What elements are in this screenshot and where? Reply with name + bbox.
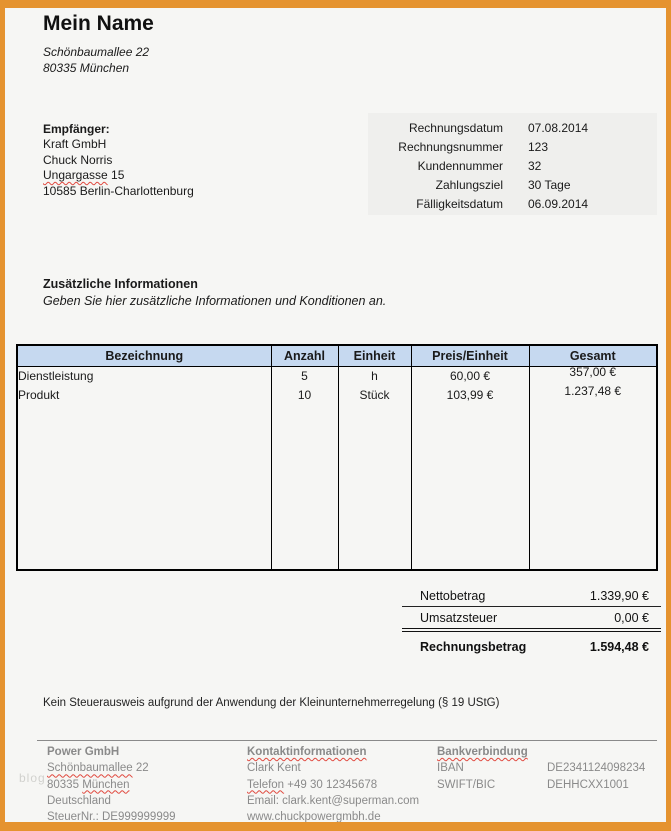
vat-label: Umsatzsteuer [420,610,498,625]
grand-total-value: 1.594,48 € [589,639,649,654]
sender-name: Mein Name [43,12,154,35]
recipient-city: 10585 Berlin-Charlottenburg [43,183,194,198]
net-value: 1.339,90 € [589,588,649,603]
col-header-anzahl: Anzahl [270,344,339,367]
col-header-einheit: Einheit [337,344,412,367]
footer-city-word: München [82,778,130,791]
recipient-block: Empfänger: Kraft GmbH Chuck Norris Ungar… [43,122,194,199]
recipient-company: Kraft GmbH [43,137,107,152]
bic-value: DEHHCXX1001 [547,778,629,791]
footer-contact-heading: Kontaktinformationen [247,746,367,758]
recipient-street-word: Ungargasse [43,168,108,183]
iban-value: DE2341124098234 [547,762,646,775]
footer-bank-column: Bankverbindung IBAN DE2341124098234 SWIF… [437,744,645,793]
recipient-label: Empfänger: [43,122,110,136]
meta-value: 32 [528,159,542,173]
footer-company-street: Schönbaumallee 22 [47,760,176,776]
footer-contact-website: www.chuckpowergmbh.de [247,811,381,824]
meta-row-date: Rechnungsdatum 07.08.2014 [368,119,657,138]
col-header-bezeichnung: Bezeichnung [16,344,272,367]
table-header-row: Bezeichnung Anzahl Einheit Preis/Einheit… [16,344,658,367]
footer-company-taxid: SteuerNr.: DE999999999 [47,809,176,824]
bic-label: SWIFT/BIC [437,778,496,791]
cell-unit-price: 103,99 € [446,388,494,402]
meta-value: 07.08.2014 [528,121,589,135]
footer-phone-word: Telefon [247,778,285,791]
footer-contact-person: Clark Kent [247,762,301,775]
meta-row-terms: Zahlungsziel 30 Tage [368,176,657,195]
invoice-meta-box: Rechnungsdatum 07.08.2014 Rechnungsnumme… [368,113,657,215]
footer-tax-value: : DE999999999 [95,811,176,824]
line-items-table: Bezeichnung Anzahl Einheit Preis/Einheit… [16,344,658,571]
additional-info-body: Geben Sie hier zusätzliche Informationen… [43,293,387,308]
meta-row-due: Fälligkeitsdatum 06.09.2014 [368,195,657,214]
sender-street: Schönbaumallee 22 [43,45,150,59]
footer-bank-heading: Bankverbindung [437,746,528,758]
footer-company-column: Power GmbH Schönbaumallee 22 80335 Münch… [47,744,176,824]
meta-label: Rechnungsdatum [408,121,503,135]
cell-quantity: 5 [301,369,308,383]
cell-quantity: 10 [297,388,312,402]
sender-city: 80335 München [43,61,130,75]
cell-description: Dienstleistung [18,369,94,383]
meta-row-number: Rechnungsnummer 123 [368,138,657,157]
additional-info: Zusätzliche Informationen Geben Sie hier… [43,276,386,309]
recipient-street-number: 15 [107,168,125,183]
footer-street-number: 22 [132,762,149,775]
footer-company-country: Deutschland [47,794,111,807]
footer-divider [37,740,657,741]
footer-company-name: Power GmbH [47,746,120,758]
watermark-text: blog [19,771,46,785]
vat-value: 0,00 € [614,610,649,625]
footer-company-city: 80335 München [47,777,176,793]
net-label: Nettobetrag [420,588,486,603]
meta-value: 30 Tage [528,178,571,192]
totals-row-grand: Rechnungsbetrag 1.594,48 € [402,634,661,659]
footer-bank-bic-row: SWIFT/BIC DEHHCXX1001 [437,777,645,793]
footer-street-word: Schönbaumallee [47,762,133,775]
cell-description: Produkt [18,388,60,402]
meta-label: Rechnungsnummer [398,140,503,154]
totals-row-net: Nettobetrag 1.339,90 € [402,585,661,607]
iban-label: IBAN [437,762,464,775]
recipient-person: Chuck Norris [43,152,113,167]
sender-address: Schönbaumallee 22 80335 München [43,44,149,76]
footer-contact-phone: Telefon +49 30 12345678 [247,777,419,793]
meta-value: 06.09.2014 [528,197,589,211]
meta-label: Kundennummer [417,159,503,173]
table-row: Produkt 10 Stück 103,99 € 1.237,48 € [16,384,658,405]
tax-exemption-note: Kein Steuerausweis aufgrund der Anwendun… [43,697,500,709]
table-empty-space [16,405,658,570]
footer-bank-iban-row: IBAN DE2341124098234 [437,760,645,776]
totals-row-vat: Umsatzsteuer 0,00 € [402,607,661,632]
grand-total-label: Rechnungsbetrag [420,639,527,654]
footer-phone-number: +49 30 12345678 [284,778,378,791]
cell-total: 357,00 € [569,365,617,379]
footer-tax-word: SteuerNr. [47,811,96,824]
cell-unit-price: 60,00 € [449,369,491,383]
footer-contact-column: Kontaktinformationen Clark Kent Telefon … [247,744,420,824]
cell-total: 1.237,48 € [564,384,622,398]
recipient-street: Ungargasse 15 [43,168,194,183]
col-header-gesamt: Gesamt [528,344,658,367]
meta-label: Fälligkeitsdatum [416,197,503,211]
meta-value: 123 [528,140,549,154]
cell-unit: h [371,369,378,383]
table-row: Dienstleistung 5 h 60,00 € 357,00 € [16,365,658,386]
additional-info-title: Zusätzliche Informationen [43,277,198,291]
meta-label: Zahlungsziel [435,178,503,192]
footer-city-zip: 80335 [47,778,83,791]
cell-unit: Stück [359,388,390,402]
totals-block: Nettobetrag 1.339,90 € Umsatzsteuer 0,00… [402,585,661,659]
col-header-preis: Preis/Einheit [410,344,530,367]
meta-row-customer: Kundennummer 32 [368,157,657,176]
footer-contact-email: Email: clark.kent@superman.com [247,794,420,807]
